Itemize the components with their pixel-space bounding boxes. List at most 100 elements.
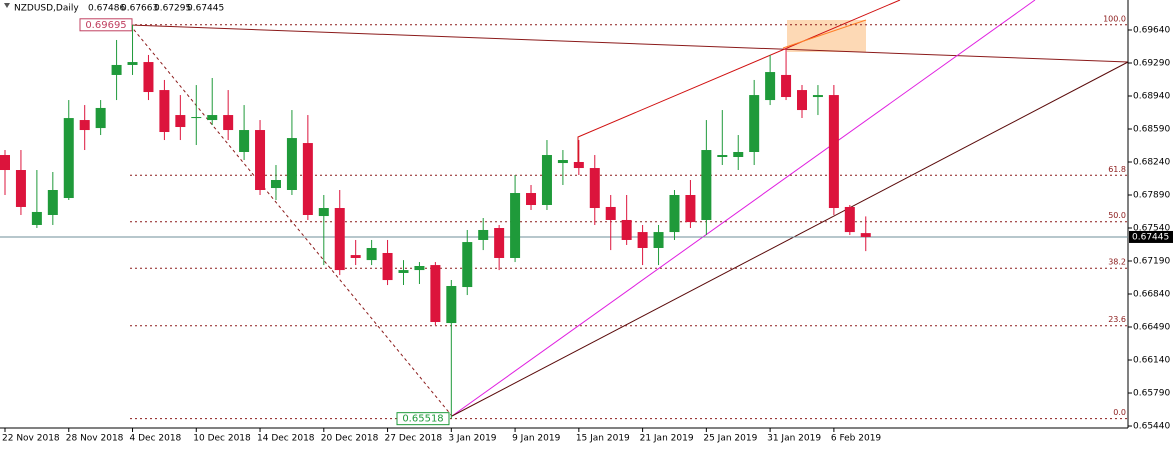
header-low: 0.67295 bbox=[154, 4, 191, 14]
channel-line bbox=[577, 0, 901, 162]
candle-body bbox=[0, 155, 10, 171]
x-tick-label: 9 Jan 2019 bbox=[512, 434, 560, 444]
x-tick-label: 10 Dec 2018 bbox=[193, 434, 251, 444]
candle-body bbox=[589, 168, 600, 209]
candle-body bbox=[318, 208, 329, 217]
fib-trend bbox=[129, 24, 453, 417]
price-tag-label: 0.65518 bbox=[402, 414, 443, 425]
x-tick-label: 25 Jan 2019 bbox=[703, 434, 757, 444]
candle-body bbox=[430, 265, 441, 323]
y-tick-label: 0.68590 bbox=[1133, 124, 1170, 134]
candle-body bbox=[350, 255, 361, 258]
candle-body bbox=[669, 194, 680, 233]
candle-body bbox=[382, 252, 393, 281]
candle-body bbox=[621, 219, 632, 240]
candle-body bbox=[207, 115, 218, 121]
fib-label: 100.0 bbox=[1103, 14, 1126, 23]
candle-body bbox=[765, 72, 776, 101]
candle-body bbox=[270, 180, 281, 189]
candle-body bbox=[127, 62, 138, 65]
candle-body bbox=[191, 117, 202, 119]
y-tick-label: 0.67190 bbox=[1133, 257, 1170, 267]
candle-body bbox=[828, 95, 839, 209]
candle-body bbox=[733, 152, 744, 157]
candle-body bbox=[302, 143, 313, 215]
candle-body bbox=[717, 155, 728, 157]
x-tick-label: 27 Dec 2018 bbox=[385, 434, 443, 444]
candle-body bbox=[366, 247, 377, 261]
candle-body bbox=[255, 130, 266, 191]
trendlines bbox=[129, 0, 1129, 417]
candle-body bbox=[143, 62, 154, 93]
header-close: 0.67445 bbox=[187, 4, 224, 14]
x-tick-label: 6 Feb 2019 bbox=[831, 434, 882, 444]
fib-label: 61.8 bbox=[1108, 165, 1126, 174]
candle-body bbox=[334, 208, 345, 271]
x-tick-label: 22 Nov 2018 bbox=[2, 434, 60, 444]
x-tick-label: 20 Dec 2018 bbox=[321, 434, 379, 444]
fib-label: 50.0 bbox=[1108, 211, 1126, 220]
last-price-tag bbox=[1129, 230, 1173, 243]
fib-label: 23.6 bbox=[1108, 315, 1126, 324]
candle-body bbox=[685, 194, 696, 223]
candle-body bbox=[573, 161, 584, 169]
candle-body bbox=[701, 150, 712, 220]
candle-body bbox=[446, 285, 457, 324]
candle-body bbox=[462, 242, 473, 288]
candle-body bbox=[526, 193, 537, 205]
candle-body bbox=[63, 118, 74, 199]
chart-title: NZDUSD,Daily bbox=[14, 4, 79, 14]
candle-body bbox=[398, 270, 409, 273]
candle-body bbox=[111, 64, 122, 75]
candle-body bbox=[239, 130, 250, 153]
y-tick-label: 0.67890 bbox=[1133, 190, 1170, 200]
y-tick-label: 0.65440 bbox=[1133, 422, 1170, 432]
candle-body bbox=[749, 95, 760, 153]
price-tag bbox=[396, 412, 450, 426]
candle-body bbox=[79, 120, 90, 131]
candle-body bbox=[31, 211, 42, 225]
candle-body bbox=[494, 228, 505, 258]
x-tick-label: 31 Jan 2019 bbox=[767, 434, 821, 444]
candle-body bbox=[414, 266, 425, 271]
candle-body bbox=[653, 232, 664, 248]
candle-body bbox=[844, 206, 855, 233]
candle-body bbox=[557, 160, 568, 164]
candle-body bbox=[175, 115, 186, 128]
candle-body bbox=[286, 138, 297, 191]
fib-label: 38.2 bbox=[1108, 258, 1126, 267]
y-tick-label: 0.66840 bbox=[1133, 290, 1170, 300]
y-tick-label: 0.69290 bbox=[1133, 58, 1170, 68]
candle-body bbox=[781, 74, 792, 98]
candle-body bbox=[159, 90, 170, 133]
y-tick-label: 0.66490 bbox=[1133, 323, 1170, 333]
candle-body bbox=[860, 233, 871, 237]
x-tick-label: 28 Nov 2018 bbox=[66, 434, 124, 444]
candle-body bbox=[510, 193, 521, 258]
candle-body bbox=[637, 232, 648, 248]
x-tick-label: 4 Dec 2018 bbox=[130, 434, 182, 444]
price-tag bbox=[79, 18, 133, 32]
fib-label: 0.0 bbox=[1113, 408, 1126, 417]
menu-icon bbox=[4, 3, 10, 8]
y-tick-label: 0.67540 bbox=[1133, 224, 1170, 234]
candle-body bbox=[605, 206, 616, 220]
x-tick-label: 3 Jan 2019 bbox=[448, 434, 496, 444]
y-tick-label: 0.68240 bbox=[1133, 157, 1170, 167]
candle-body bbox=[812, 95, 823, 98]
y-tick-label: 0.69640 bbox=[1133, 25, 1170, 35]
candle-body bbox=[15, 170, 26, 207]
x-tick-label: 14 Dec 2018 bbox=[257, 434, 315, 444]
candle-body bbox=[797, 90, 807, 111]
candle-body bbox=[541, 155, 552, 205]
y-tick-label: 0.68940 bbox=[1133, 91, 1170, 101]
candle-body bbox=[223, 115, 234, 131]
x-tick-label: 15 Jan 2019 bbox=[576, 434, 630, 444]
header-high: 0.67663 bbox=[121, 4, 158, 14]
header-open: 0.67486 bbox=[88, 4, 125, 14]
trendline bbox=[451, 61, 1129, 417]
y-tick-label: 0.65790 bbox=[1133, 389, 1170, 399]
trendline bbox=[129, 24, 1129, 63]
last-price-label: 0.67445 bbox=[1132, 232, 1169, 242]
